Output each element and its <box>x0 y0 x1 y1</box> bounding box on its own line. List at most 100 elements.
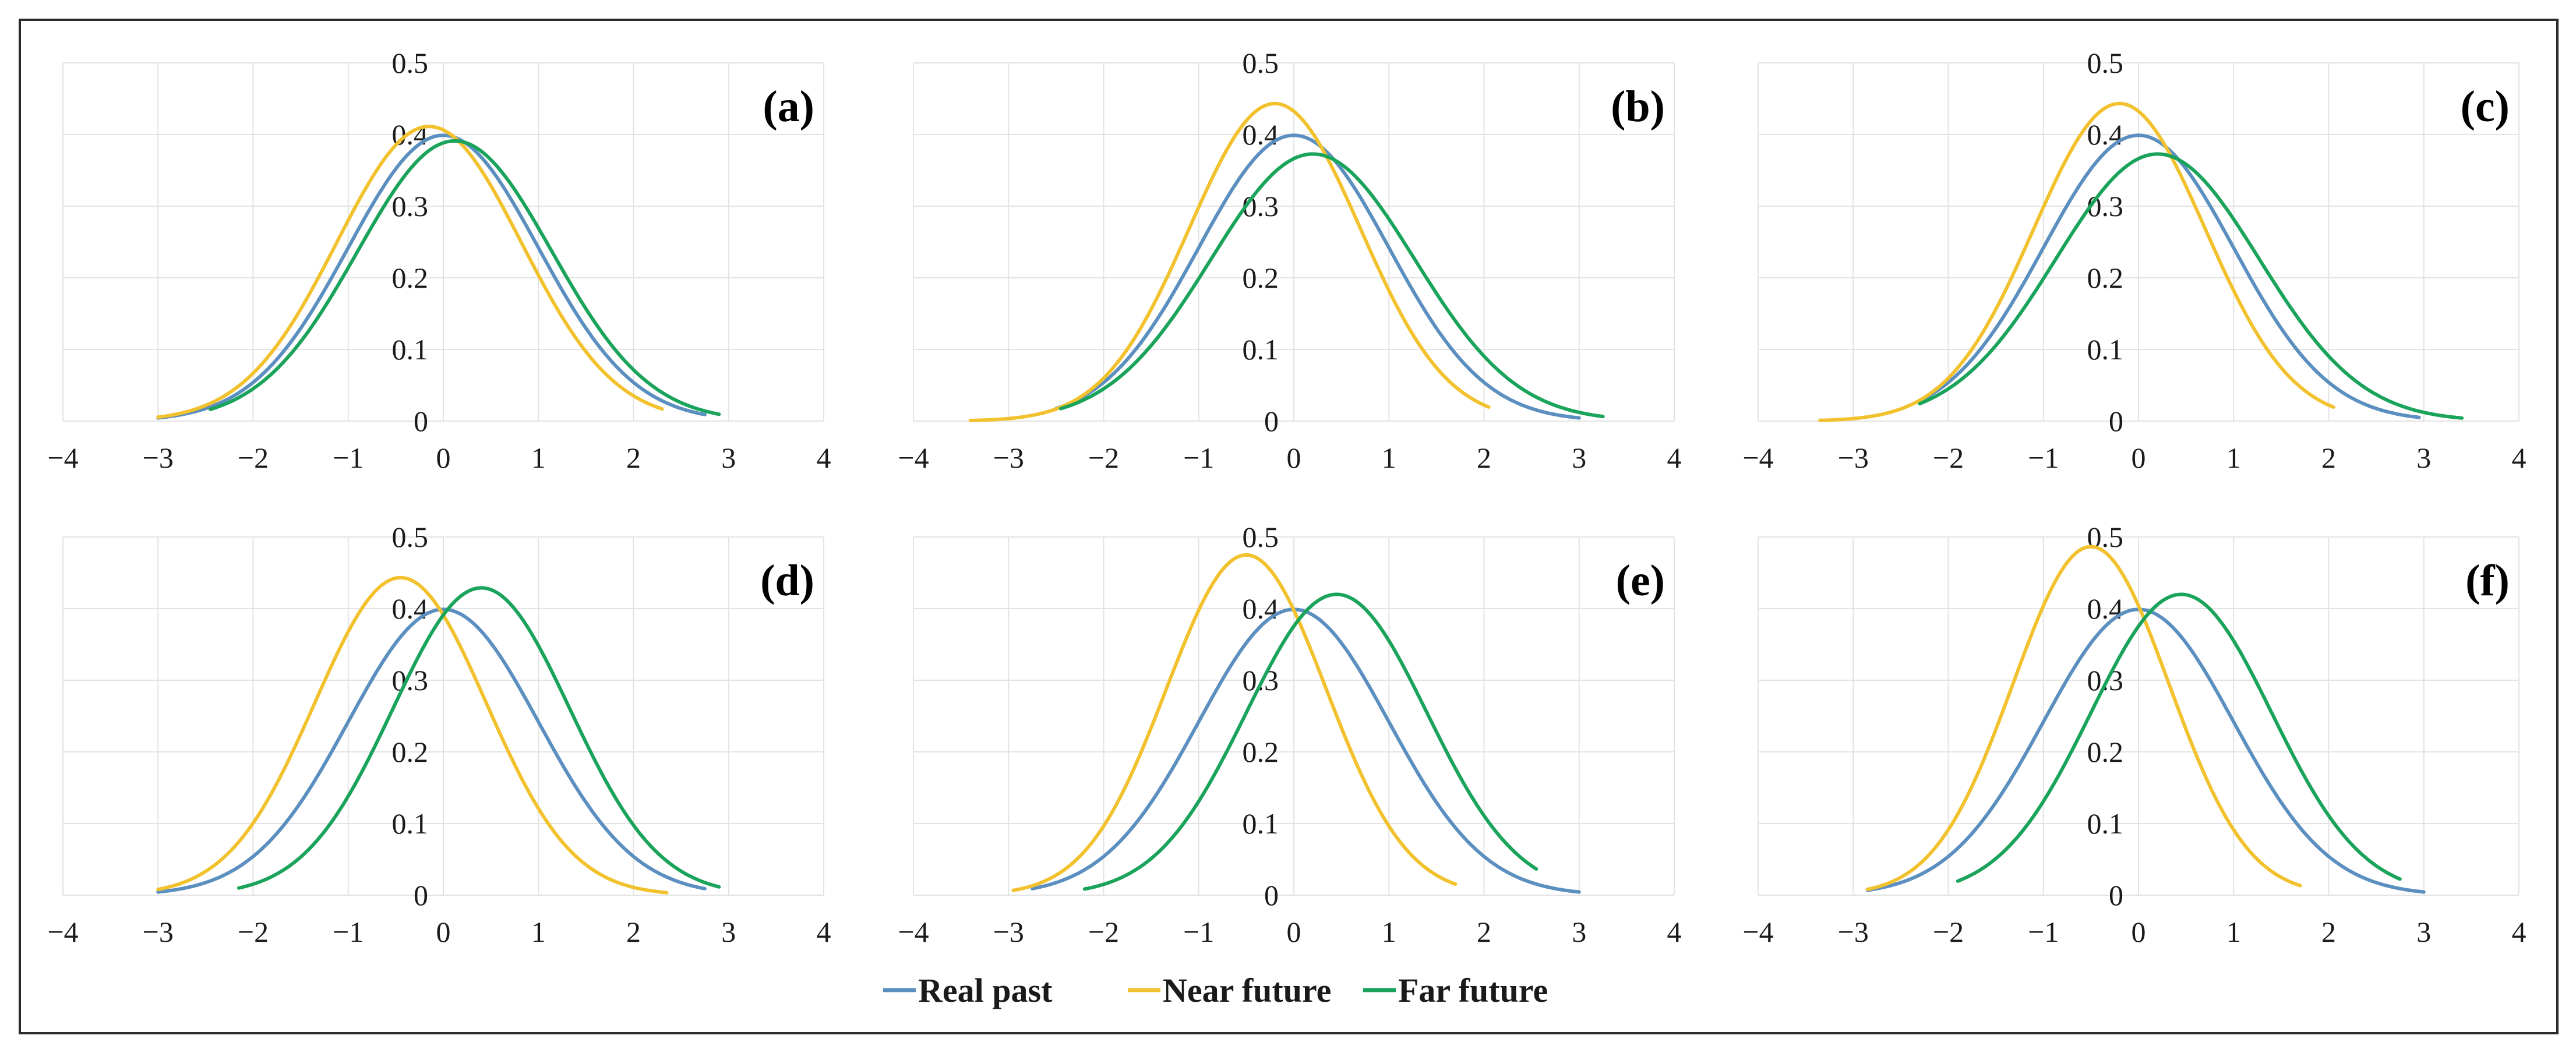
x-tick-label: 1 <box>531 441 546 474</box>
series-line-near-future <box>156 575 669 895</box>
y-tick-label: 0 <box>414 405 428 437</box>
y-tick-label: 0.2 <box>2087 262 2124 294</box>
x-tick-label: 3 <box>1572 916 1586 948</box>
x-tick-label: −3 <box>1838 916 1869 948</box>
y-tick-label: 0.1 <box>2087 807 2124 840</box>
legend: Real past Near future Far future <box>883 971 1548 1009</box>
series-line-near-future <box>1865 545 2302 892</box>
y-tick-label: 0 <box>414 879 428 911</box>
x-tick-label: 1 <box>531 916 546 948</box>
x-tick-label: −4 <box>47 441 78 474</box>
x-tick-label: 2 <box>1477 441 1491 474</box>
x-tick-label: 3 <box>721 916 736 948</box>
chart-panel-5: −4 −3 −2 −1 0 1 2 3 4 0 0.1 0.2 0.3 0.4 0.5 (e) <box>898 521 1681 948</box>
x-tick-label: −2 <box>1088 441 1119 474</box>
x-tick-label: −1 <box>2028 916 2059 948</box>
series-line-near-future <box>156 125 664 419</box>
y-tick-label: 0.3 <box>2087 664 2124 697</box>
y-tick-label: 0.1 <box>392 807 429 840</box>
series-line-far-future <box>1918 152 2464 420</box>
series-line-real-past <box>1865 607 2426 894</box>
x-tick-label: −2 <box>238 916 269 948</box>
x-tick-label: −4 <box>1742 916 1773 948</box>
y-tick-label: 0.3 <box>392 190 429 222</box>
y-tick-label: 0.2 <box>2087 736 2124 768</box>
y-tick-label: 0.5 <box>392 47 429 79</box>
x-tick-label: 4 <box>817 441 831 474</box>
y-tick-label: 0.1 <box>1243 333 1279 366</box>
y-tick-label: 0.4 <box>2087 592 2124 625</box>
x-tick-label: 0 <box>2132 916 2146 948</box>
x-tick-label: −3 <box>143 441 174 474</box>
panel-label: (c) <box>2461 82 2510 131</box>
x-tick-label: 2 <box>2321 441 2336 474</box>
y-tick-label: 0.4 <box>2087 118 2124 151</box>
x-tick-label: 0 <box>2132 441 2146 474</box>
panel-label: (e) <box>1616 556 1665 605</box>
x-tick-label: 2 <box>1477 916 1491 948</box>
y-tick-label: 0.2 <box>392 262 429 294</box>
series-line-real-past <box>1031 607 1581 894</box>
series-line-real-past <box>1054 133 1581 420</box>
x-tick-label: −1 <box>1183 916 1214 948</box>
y-tick-label: 0.3 <box>2087 190 2124 222</box>
y-tick-label: 0.4 <box>1243 118 1279 151</box>
series-line-real-past <box>156 607 707 894</box>
y-tick-label: 0.3 <box>392 664 429 697</box>
x-tick-label: 2 <box>2321 916 2336 948</box>
y-tick-label: 0 <box>1264 879 1279 911</box>
chart-panel-3: −4 −3 −2 −1 0 1 2 3 4 0 0.1 0.2 0.3 0.4 0.5 (c) <box>1742 47 2526 474</box>
y-tick-label: 0.2 <box>1243 736 1279 768</box>
x-tick-label: 1 <box>2226 441 2241 474</box>
x-tick-label: 2 <box>626 441 641 474</box>
x-tick-label: −3 <box>993 916 1024 948</box>
x-tick-label: 4 <box>1667 441 1682 474</box>
y-tick-label: 0.2 <box>1243 262 1279 294</box>
y-tick-label: 0.5 <box>2087 47 2124 79</box>
x-tick-label: 0 <box>1287 441 1301 474</box>
chart-panel-1: −4 −3 −2 −1 0 1 2 3 400.10.20.30.40.5(a) <box>47 47 831 474</box>
y-tick-label: 0.1 <box>392 333 429 366</box>
x-tick-label: −4 <box>898 441 929 474</box>
series-line-real-past <box>1918 133 2421 419</box>
series-line-far-future <box>237 586 721 890</box>
x-tick-label: 0 <box>1287 916 1301 948</box>
series-line-far-future <box>1956 592 2402 883</box>
x-tick-label: −2 <box>1933 441 1964 474</box>
x-tick-label: −2 <box>238 441 269 474</box>
x-tick-label: −1 <box>2028 441 2059 474</box>
series-line-near-future <box>1011 553 1458 892</box>
y-tick-label: 0.2 <box>392 736 429 768</box>
x-tick-label: −1 <box>333 916 364 948</box>
y-tick-label: 0.1 <box>1243 807 1279 840</box>
x-tick-label: 0 <box>436 441 451 474</box>
x-tick-label: 4 <box>817 916 831 948</box>
series-line-real-past <box>156 133 707 420</box>
y-tick-label: 0.3 <box>1243 664 1279 697</box>
x-tick-label: 3 <box>1572 441 1586 474</box>
x-tick-label: −1 <box>1183 441 1214 474</box>
y-tick-label: 0 <box>2109 405 2123 437</box>
x-tick-label: −2 <box>1933 916 1964 948</box>
x-tick-label: −2 <box>1088 916 1119 948</box>
x-tick-label: −4 <box>1742 441 1773 474</box>
legend-label-real-past: Real past <box>918 971 1053 1009</box>
series-line-near-future <box>1818 101 2335 422</box>
x-tick-label: 1 <box>1382 441 1396 474</box>
x-tick-label: 4 <box>1667 916 1682 948</box>
x-tick-label: −1 <box>333 441 364 474</box>
x-tick-label: 3 <box>2416 916 2431 948</box>
x-tick-label: 4 <box>2512 441 2526 474</box>
x-tick-label: −4 <box>898 916 929 948</box>
y-tick-label: 0.4 <box>1243 592 1279 625</box>
panel-label: (d) <box>760 556 814 605</box>
panel-label: (b) <box>1611 82 1665 131</box>
y-tick-label: 0.3 <box>1243 190 1279 222</box>
series-line-far-future <box>1082 592 1538 891</box>
y-tick-label: 0.1 <box>2087 333 2124 366</box>
y-tick-label: 0.4 <box>392 592 429 625</box>
chart-panel-2: −4 −3 −2 −1 0 1 2 3 4 0 0.1 0.2 0.3 0.4 0.5 (b) <box>898 47 1681 474</box>
x-tick-label: 2 <box>626 916 641 948</box>
x-tick-label: 3 <box>721 441 736 474</box>
x-tick-label: 1 <box>2226 916 2241 948</box>
